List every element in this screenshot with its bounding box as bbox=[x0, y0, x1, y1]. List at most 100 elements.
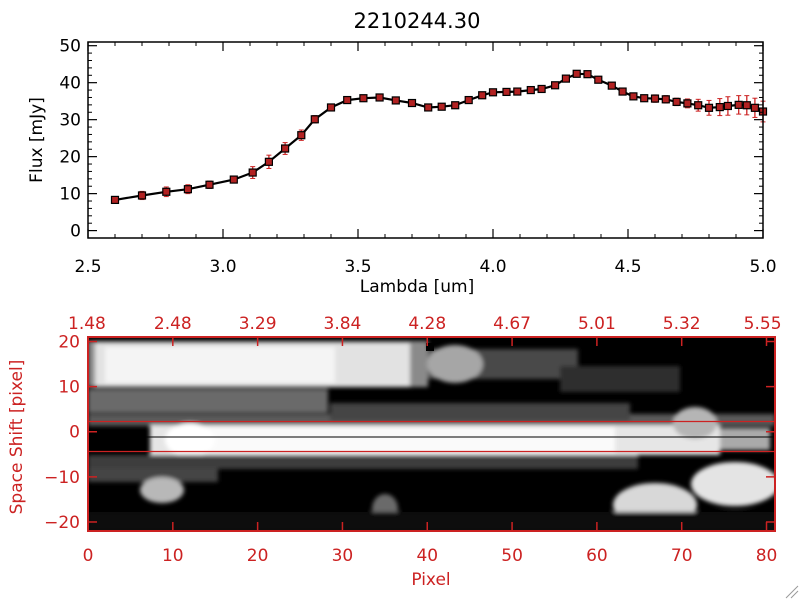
flux-point bbox=[437, 102, 446, 111]
flux-point bbox=[343, 95, 352, 105]
flux-point bbox=[672, 97, 681, 107]
image-top-tick-label: 3.29 bbox=[239, 314, 277, 334]
flux-point bbox=[742, 101, 751, 110]
flux-point bbox=[264, 157, 273, 166]
image-x-tick-label: 60 bbox=[586, 546, 608, 566]
spectrum-x-axis-label: Lambda [um] bbox=[360, 277, 474, 297]
flux-point bbox=[572, 69, 581, 78]
spectrum-image-panel: 0 10 20 30 40 50 60 70 80 −20 −10 0 10 20 1.48 2.48 3.… bbox=[7, 314, 782, 590]
flux-point bbox=[683, 99, 692, 108]
flux-point bbox=[750, 103, 760, 112]
spectrum-x-tick-label: 4.5 bbox=[614, 257, 641, 277]
image-y-ticks: −20 −10 0 10 20 bbox=[44, 333, 775, 533]
image-x-axis-label: Pixel bbox=[411, 570, 450, 590]
flux-point bbox=[650, 94, 660, 103]
image-x-tick-label: 30 bbox=[332, 546, 354, 566]
spectrum-y-tick-label: 50 bbox=[59, 37, 81, 57]
flux-point bbox=[513, 87, 522, 96]
image-top-tick-label: 1.48 bbox=[68, 314, 106, 334]
spectrum-y-tick-label: 30 bbox=[59, 111, 81, 131]
flux-point bbox=[359, 94, 368, 103]
flux-point bbox=[297, 131, 306, 140]
flux-series bbox=[110, 69, 768, 205]
spectrum-y-ticks: 0 10 20 30 40 50 bbox=[59, 37, 763, 242]
flux-point bbox=[137, 191, 147, 200]
image-y-tick-label: 20 bbox=[58, 333, 80, 353]
flux-point bbox=[310, 115, 319, 124]
image-x-tick-label: 10 bbox=[162, 546, 184, 566]
chart-title: 2210244.30 bbox=[354, 9, 481, 33]
flux-point bbox=[326, 103, 336, 112]
image-top-tick-label: 2.48 bbox=[154, 314, 192, 334]
flux-point bbox=[464, 95, 473, 105]
flux-point bbox=[375, 93, 384, 102]
image-wavelength-ticks: 1.48 2.48 3.29 3.84 4.28 4.67 5.01 5.32 5.55 bbox=[68, 314, 782, 346]
flux-point bbox=[229, 175, 238, 184]
spectrum-x-tick-label: 3.0 bbox=[209, 257, 236, 277]
image-top-tick-label: 4.67 bbox=[493, 314, 531, 334]
flux-point bbox=[661, 95, 670, 104]
flux-point bbox=[407, 98, 417, 108]
flux-point bbox=[734, 100, 743, 109]
spectrum-y-tick-label: 40 bbox=[59, 74, 81, 94]
spectrum-y-tick-label: 10 bbox=[59, 185, 81, 205]
image-y-tick-label: −20 bbox=[44, 513, 80, 533]
spectrum-image bbox=[88, 341, 775, 531]
image-y-tick-label: 0 bbox=[69, 423, 80, 443]
flux-point bbox=[694, 101, 703, 110]
flux-point bbox=[451, 101, 460, 110]
image-top-tick-label: 4.28 bbox=[408, 314, 446, 334]
flux-point bbox=[391, 96, 400, 105]
flux-point bbox=[502, 87, 511, 97]
flux-point bbox=[561, 74, 571, 83]
flux-point bbox=[183, 185, 192, 194]
flux-point bbox=[715, 102, 724, 112]
flux-point bbox=[723, 101, 733, 111]
image-x-tick-label: 40 bbox=[416, 546, 438, 566]
image-x-tick-label: 20 bbox=[247, 546, 269, 566]
spectrum-plot-frame bbox=[87, 41, 764, 239]
flux-point bbox=[281, 144, 290, 153]
flux-point bbox=[162, 187, 171, 196]
image-x-tick-label: 70 bbox=[671, 546, 693, 566]
spectrum-y-tick-label: 20 bbox=[59, 148, 81, 168]
image-y-axis-label: Space Shift [pixel] bbox=[7, 360, 27, 515]
flux-point bbox=[607, 81, 616, 90]
image-top-tick-label: 5.01 bbox=[578, 314, 616, 334]
flux-point bbox=[205, 180, 214, 189]
flux-point bbox=[537, 84, 546, 94]
image-x-ticks: 0 10 20 30 40 50 60 70 80 bbox=[83, 522, 778, 566]
flux-point bbox=[704, 103, 714, 112]
spectrum-y-axis-label: Flux [mJy] bbox=[27, 97, 47, 183]
image-x-tick-label: 50 bbox=[501, 546, 523, 566]
flux-point bbox=[488, 88, 498, 97]
flux-point bbox=[618, 87, 627, 96]
flux-point bbox=[550, 81, 560, 90]
flux-point bbox=[424, 103, 433, 112]
spectrum-x-tick-label: 4.0 bbox=[479, 257, 506, 277]
spectrum-y-tick-label: 0 bbox=[70, 222, 81, 242]
spectrum-x-tick-label: 3.5 bbox=[344, 257, 371, 277]
flux-point bbox=[583, 70, 592, 79]
image-x-tick-label: 80 bbox=[756, 546, 778, 566]
flux-point bbox=[629, 92, 638, 101]
resize-grip-icon[interactable] bbox=[785, 585, 799, 599]
image-y-tick-label: −10 bbox=[44, 468, 80, 488]
image-x-tick-label: 0 bbox=[83, 546, 94, 566]
image-top-tick-label: 5.55 bbox=[744, 314, 782, 334]
flux-point bbox=[594, 75, 603, 84]
spectrum-x-ticks: 2.5 3.0 3.5 4.0 4.5 5.0 bbox=[74, 42, 777, 277]
spectrum-x-tick-label: 2.5 bbox=[74, 257, 101, 277]
flux-point bbox=[248, 168, 257, 177]
flux-point bbox=[640, 94, 649, 103]
image-y-tick-label: 10 bbox=[58, 378, 80, 398]
flux-point bbox=[526, 85, 535, 95]
image-top-tick-label: 3.84 bbox=[324, 314, 362, 334]
flux-point bbox=[110, 195, 120, 205]
image-top-tick-label: 5.32 bbox=[663, 314, 701, 334]
flux-point bbox=[478, 91, 487, 100]
spectrum-chart: 2210244.30 2.5 3.0 3.5 4.0 4.5 5.0 0 10 20 30 40 5… bbox=[27, 9, 777, 297]
spectrum-x-tick-label: 5.0 bbox=[749, 257, 776, 277]
image-frame bbox=[87, 336, 776, 532]
